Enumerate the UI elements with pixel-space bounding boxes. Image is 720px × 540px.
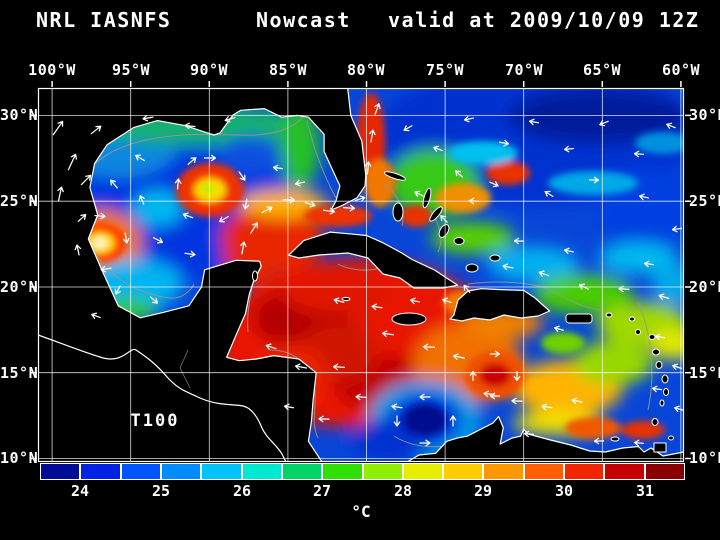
colorbar-segment (362, 463, 403, 480)
current-vector-arrows (52, 103, 684, 447)
colorbar-segment (402, 463, 444, 480)
lon-label: 60°W (661, 61, 701, 79)
island-grand-cayman (341, 296, 351, 302)
colorbar-tick: 30 (554, 482, 574, 500)
temperature-map: T100 (31, 81, 691, 463)
colorbar-segment (483, 463, 524, 480)
colorbar-tick: 29 (473, 482, 493, 500)
colorbar-segment (241, 463, 282, 480)
island-cozumel (252, 270, 258, 282)
colorbar-segment (644, 463, 685, 480)
lon-label: 85°W (268, 61, 308, 79)
lat-label: 25°N (689, 192, 720, 210)
land-south-america (406, 415, 684, 462)
lon-label: 70°W (504, 61, 544, 79)
lat-label: 20°N (689, 278, 720, 296)
colorbar-tick: 28 (393, 482, 413, 500)
land-masses (38, 88, 684, 462)
colorbar-tick: 31 (635, 482, 655, 500)
colorbar-segment (443, 463, 484, 480)
lat-label: 15°N (689, 364, 720, 382)
lat-label: 15°N (0, 364, 39, 382)
colorbar-tick: 24 (70, 482, 90, 500)
island-cuba (288, 231, 459, 289)
lat-label: 10°N (689, 449, 720, 467)
title-valid: valid at 2009/10/09 12Z (388, 8, 700, 32)
lon-label: 90°W (189, 61, 229, 79)
grid-lines (38, 88, 684, 462)
colorbar-tick: 25 (151, 482, 171, 500)
lon-label: 100°W (28, 61, 76, 79)
lon-label: 80°W (346, 61, 386, 79)
title-product: Nowcast (256, 8, 351, 32)
lat-label: 20°N (0, 278, 39, 296)
island-puerto-rico (565, 313, 593, 324)
colorbar (40, 463, 685, 480)
colorbar-segment (322, 463, 363, 480)
colorbar-tick: 26 (232, 482, 252, 500)
islands-lesser-antilles (605, 312, 674, 442)
colorbar-segment (201, 463, 242, 480)
lat-label: 25°N (0, 192, 39, 210)
island-jamaica (391, 312, 427, 326)
lon-label: 65°W (582, 61, 622, 79)
colorbar-segment (604, 463, 645, 480)
colorbar-tick: 27 (312, 482, 332, 500)
colorbar-segment (160, 463, 202, 480)
pacific-coastline (38, 334, 287, 462)
lon-label: 75°W (425, 61, 465, 79)
colorbar-segment (40, 463, 81, 480)
depth-annotation: T100 (131, 411, 180, 431)
land-border-line (179, 349, 191, 389)
colorbar-segment (281, 463, 323, 480)
colorbar-segment (120, 463, 161, 480)
lat-label: 30°N (0, 106, 39, 124)
colorbar-unit: °C (351, 502, 371, 521)
colorbar-segment (523, 463, 565, 480)
lat-label: 10°N (0, 449, 39, 467)
island-hispaniola (449, 288, 551, 322)
map-frame (37, 87, 685, 463)
islands-bahamas (384, 171, 501, 273)
lon-label: 95°W (111, 61, 151, 79)
title-model: NRL IASNFS (36, 8, 172, 32)
nowcast-map-svg: T100 (31, 81, 691, 463)
axis-ticks (31, 81, 691, 460)
lat-label: 30°N (689, 106, 720, 124)
colorbar-segment (80, 463, 121, 480)
island-trinidad (653, 442, 667, 453)
colorbar-segment (564, 463, 605, 480)
